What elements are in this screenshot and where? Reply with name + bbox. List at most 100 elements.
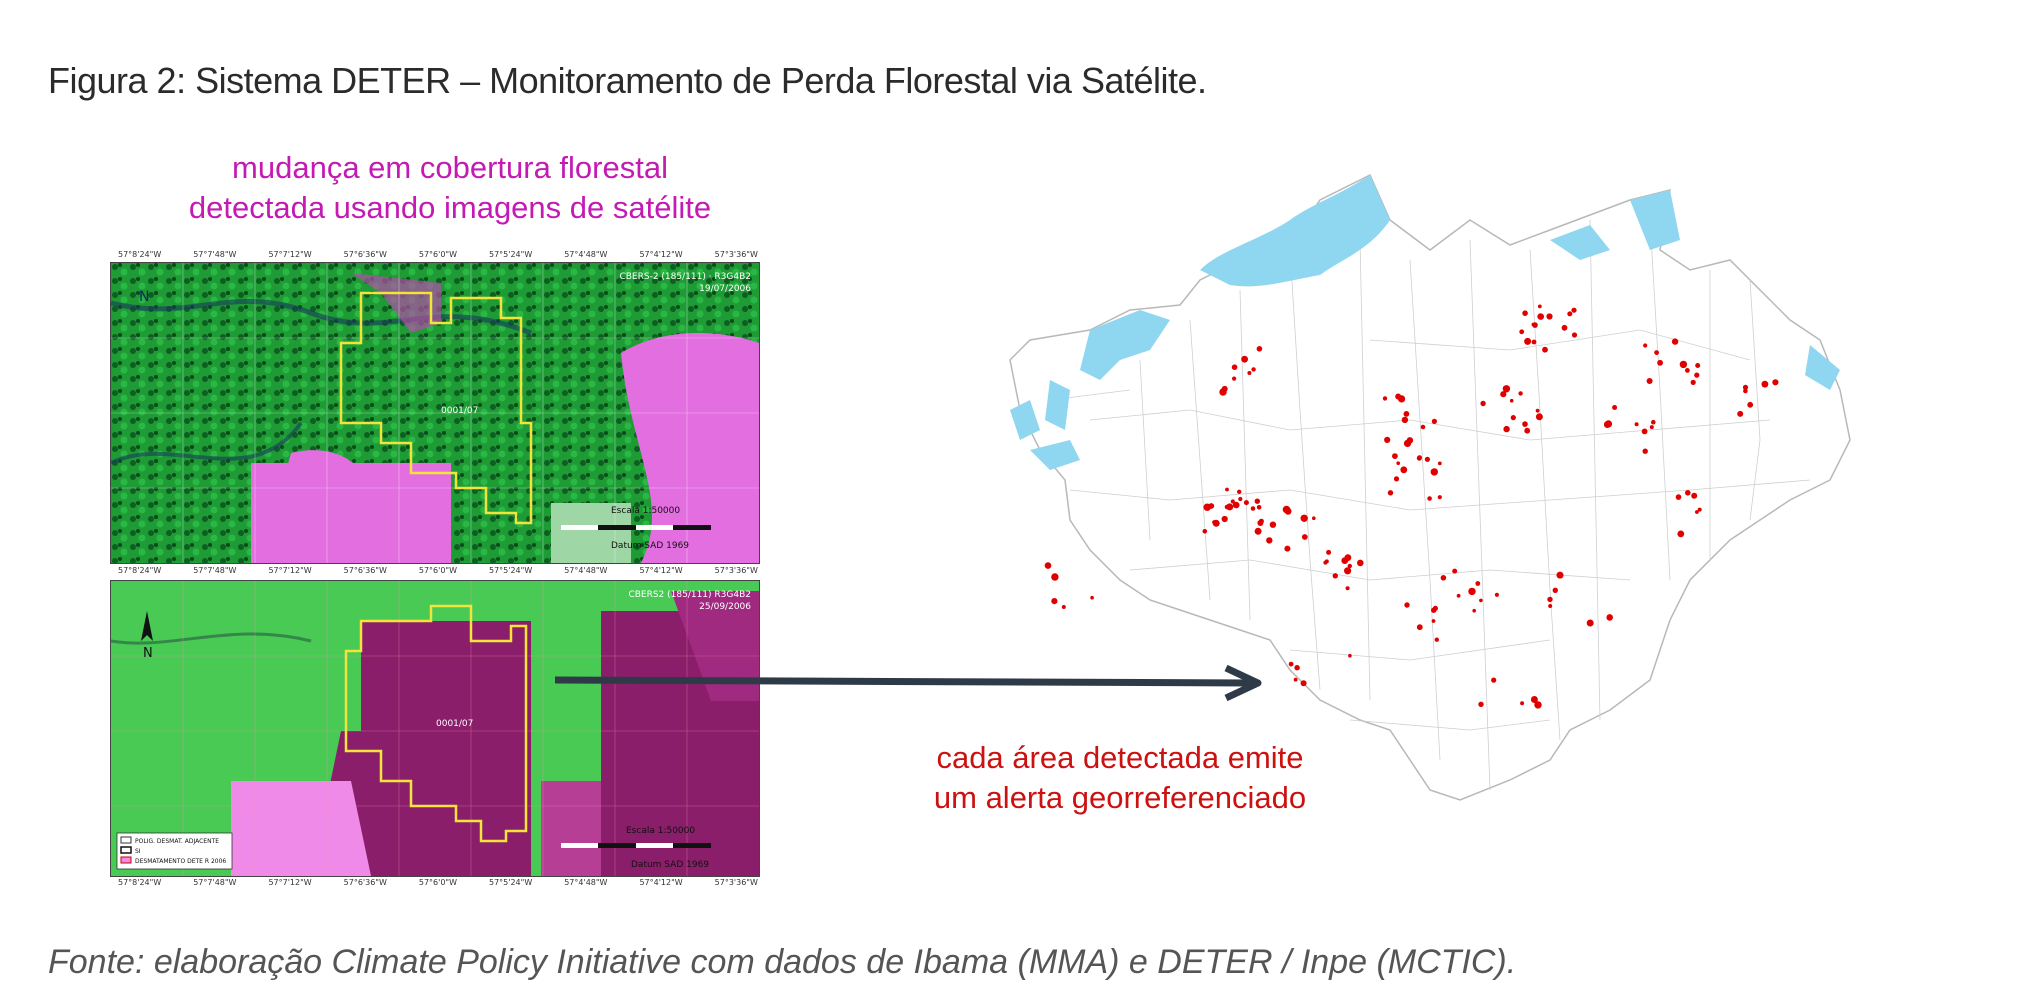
alert-point	[1044, 562, 1052, 569]
alert-point	[1250, 506, 1256, 511]
source-note: Fonte: elaboração Climate Policy Initiat…	[48, 943, 1517, 981]
alert-point	[1387, 490, 1394, 496]
alert-point	[1519, 329, 1525, 335]
alert-point	[1434, 637, 1439, 642]
date-label: 25/09/2006	[699, 602, 751, 612]
middle-ticks: 57°8'24"W 57°7'48"W 57°7'12"W 57°6'36"W 57°6…	[118, 566, 758, 575]
tick-label: 57°5'24"W	[489, 250, 533, 259]
alert-point	[1400, 466, 1408, 474]
alert-point	[1547, 596, 1553, 603]
alert-point	[1247, 371, 1252, 375]
tick-label: 57°6'36"W	[343, 878, 387, 887]
alert-point	[1392, 453, 1398, 459]
alert-point	[1690, 379, 1696, 385]
alert-point	[1571, 307, 1577, 313]
alert-point	[1537, 313, 1544, 320]
alert-point	[1537, 415, 1542, 420]
alert-point	[1502, 385, 1511, 393]
tick-label: 57°8'24"W	[118, 250, 162, 259]
alert-point	[1675, 494, 1682, 500]
alert-point	[1542, 346, 1548, 353]
alert-point	[1241, 355, 1248, 363]
caption-top: mudança em cobertura florestal detectada…	[150, 148, 750, 228]
alert-point	[1332, 573, 1338, 579]
tick-label: 57°5'24"W	[489, 878, 533, 887]
tick-label: 57°8'24"W	[118, 878, 162, 887]
polygon-id-label: 0001/07	[436, 719, 473, 729]
figure-title: Figura 2: Sistema DETER – Monitoramento …	[48, 60, 1207, 101]
alert-point	[1586, 619, 1594, 627]
alert-point	[1657, 359, 1663, 366]
municipal-boundaries	[1049, 219, 1811, 791]
tick-label: 57°4'48"W	[564, 878, 608, 887]
alert-point	[1238, 496, 1243, 502]
alert-point	[1345, 586, 1350, 591]
alert-point	[1537, 304, 1542, 309]
alert-point	[1530, 696, 1538, 703]
alert-point	[1404, 602, 1410, 608]
alert-point	[1649, 425, 1654, 430]
alert-point	[1548, 604, 1553, 608]
alert-point	[1395, 393, 1402, 400]
alert-point	[1437, 495, 1442, 500]
caption-right: cada área detectada emite um alerta geor…	[860, 738, 1380, 818]
alert-point	[1396, 461, 1400, 466]
sensor-label: CBERS2 (185/111) R3G4B2	[628, 590, 751, 600]
alert-point	[1221, 515, 1228, 523]
alert-point	[1393, 476, 1400, 482]
alert-point	[1494, 592, 1499, 597]
alert-point	[1612, 405, 1618, 410]
north-arrow-icon: N	[139, 289, 149, 305]
alert-point	[1524, 337, 1532, 345]
alert-point	[1691, 492, 1698, 499]
alert-point	[1420, 424, 1426, 430]
tick-label: 57°7'12"W	[268, 878, 312, 887]
alert-point	[1301, 534, 1308, 540]
tick-label: 57°7'48"W	[193, 250, 237, 259]
sensor-label: CBERS-2 (185/111) · R3G4B2	[619, 272, 751, 282]
alert-point	[1510, 415, 1516, 421]
water-bodies	[1010, 175, 1840, 470]
alert-point	[1685, 490, 1691, 496]
alert-point	[1695, 510, 1699, 514]
alert-point	[1509, 398, 1514, 403]
alert-point	[1294, 665, 1300, 671]
alert-point	[1677, 530, 1685, 538]
alert-point	[1518, 391, 1523, 396]
top-panel-top-ticks: 57°8'24"W 57°7'48"W 57°7'12"W 57°6'36"W 57°6…	[118, 250, 758, 259]
alert-point	[1480, 400, 1486, 407]
alert-point	[1671, 338, 1679, 345]
alert-point	[1479, 598, 1483, 603]
alert-point	[1357, 559, 1364, 567]
alert-point	[1312, 516, 1316, 520]
caption-right-line-1: cada área detectada emite	[936, 740, 1304, 775]
alert-point	[1231, 364, 1238, 370]
alert-point	[1522, 421, 1528, 427]
alert-point	[1293, 677, 1298, 682]
north-arrow-icon: N	[141, 611, 153, 661]
alert-point	[1224, 504, 1230, 510]
deter-alert-points	[1044, 304, 1779, 709]
satellite-image-before: 0001/07 CBERS-2 (185/111) · R3G4B2 19/07…	[110, 262, 760, 564]
alert-point	[1254, 498, 1260, 504]
legend-item: POLIG. DESMAT. ADJACENTE	[135, 838, 219, 845]
alert-point	[1643, 343, 1648, 348]
alert-point	[1090, 595, 1094, 600]
tick-label: 57°5'24"W	[489, 566, 533, 575]
alert-point	[1440, 575, 1447, 581]
alert-point	[1742, 384, 1749, 390]
alert-point	[1642, 448, 1648, 454]
datum-label: Datum SAD 1969	[611, 541, 689, 551]
alert-point	[1522, 310, 1528, 316]
tick-label: 57°3'36"W	[714, 878, 758, 887]
alert-point	[1694, 372, 1700, 378]
alert-point	[1257, 520, 1264, 526]
tick-label: 57°6'36"W	[343, 566, 387, 575]
alert-point	[1284, 545, 1291, 552]
alert-point	[1266, 537, 1273, 544]
alert-point	[1430, 468, 1438, 476]
alert-point	[1256, 346, 1263, 352]
alert-point	[1251, 367, 1256, 372]
alert-point	[1697, 507, 1702, 512]
alert-point	[1403, 439, 1412, 447]
